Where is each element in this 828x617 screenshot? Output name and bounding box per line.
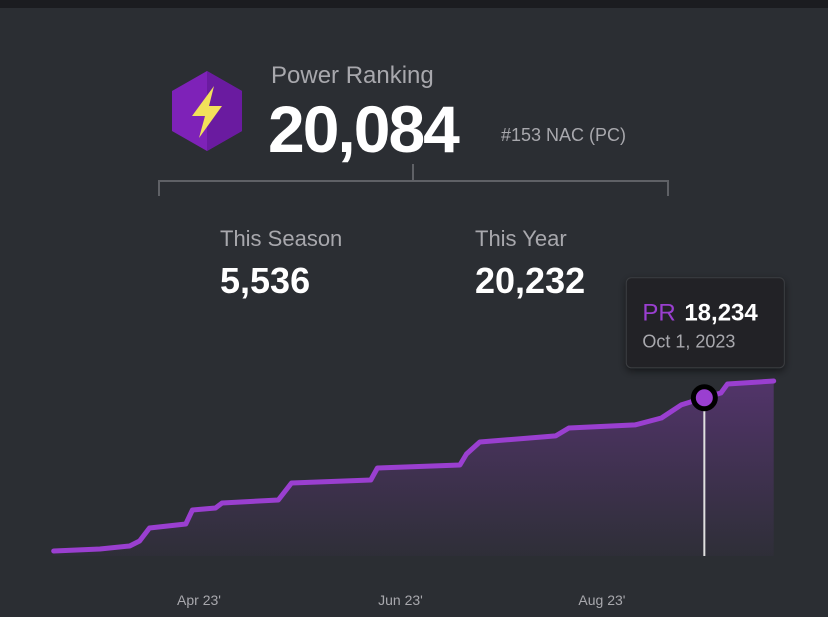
tooltip-date: Oct 1, 2023 <box>642 332 735 352</box>
header-title: Power Ranking <box>271 62 434 89</box>
stat-value: 20,232 <box>475 260 585 301</box>
x-tick-label: Aug 23' <box>578 592 625 608</box>
chart: Apr 23' Jun 23' Aug 23' PR 18,234 Oct 1, 2023 <box>51 277 785 608</box>
tooltip-label: PR <box>642 300 675 327</box>
bracket <box>158 164 669 196</box>
line <box>51 378 777 554</box>
tooltip-value: 18,234 <box>684 300 758 327</box>
rank-icon <box>172 71 242 151</box>
header-value: 20,084 <box>268 92 460 166</box>
x-tick-label: Jun 23' <box>378 592 423 608</box>
tooltip-box <box>625 277 785 369</box>
stat-label: This Year <box>475 226 567 251</box>
top-bar <box>0 0 828 8</box>
x-tick-label: Apr 23' <box>177 592 221 608</box>
stat-label: This Season <box>220 226 342 251</box>
stat-value: 5,536 <box>220 260 310 301</box>
hover-point <box>690 384 718 412</box>
header-rank: #153 NAC (PC) <box>501 125 626 145</box>
tooltip <box>625 277 785 369</box>
